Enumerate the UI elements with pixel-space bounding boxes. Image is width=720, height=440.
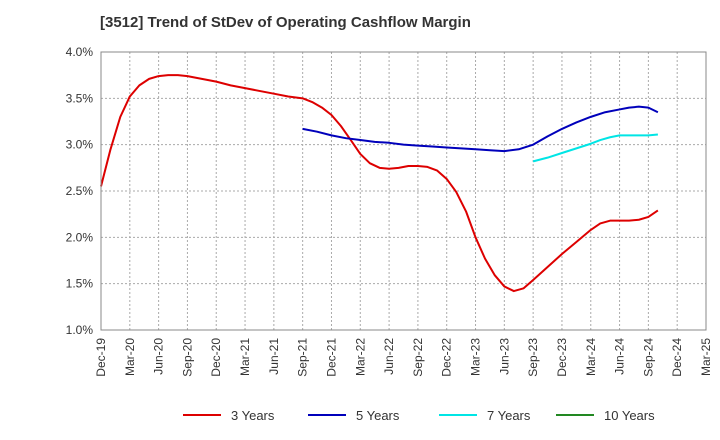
legend-swatch — [308, 414, 346, 416]
grid — [100, 51, 707, 331]
y-tick-label: 4.0% — [66, 45, 94, 59]
x-tick-label: Sep-21 — [296, 338, 310, 377]
series-layer — [100, 74, 659, 293]
x-tick-label: Sep-22 — [411, 338, 425, 377]
x-tick-label: Mar-20 — [123, 338, 137, 376]
x-tick-label: Mar-21 — [238, 338, 252, 376]
y-tick-label: 1.0% — [66, 323, 94, 337]
legend: 3 Years 5 Years 7 Years 10 Years — [0, 404, 720, 426]
x-tick-label: Mar-23 — [469, 338, 483, 376]
legend-item-5-years: 5 Years — [308, 404, 399, 426]
x-tick-label: Dec-23 — [555, 338, 569, 377]
x-tick-label: Jun-22 — [382, 338, 396, 375]
x-tick-label: Dec-20 — [209, 338, 223, 377]
x-tick-label: Dec-22 — [440, 338, 454, 377]
legend-item-3-years: 3 Years — [183, 404, 274, 426]
x-tick-label: Dec-21 — [324, 338, 338, 377]
legend-swatch — [183, 414, 221, 416]
x-tick-label: Sep-20 — [180, 338, 194, 377]
x-tick-label: Mar-25 — [699, 338, 713, 376]
x-tick-label: Mar-24 — [584, 338, 598, 376]
series-line-7-years — [532, 133, 658, 163]
chart-title: [3512] Trend of StDev of Operating Cashf… — [100, 14, 471, 31]
legend-swatch — [439, 414, 477, 416]
x-tick-label: Sep-23 — [526, 338, 540, 377]
y-tick-label: 3.5% — [66, 91, 94, 105]
x-tick-label: Mar-22 — [353, 338, 367, 376]
x-tick-label: Dec-19 — [94, 338, 108, 377]
x-tick-label: Jun-21 — [267, 338, 281, 375]
y-tick-label: 1.5% — [66, 277, 94, 291]
y-tick-label: 2.5% — [66, 184, 94, 198]
y-tick-label: 3.0% — [66, 138, 94, 152]
x-tick-label: Jun-20 — [152, 338, 166, 375]
legend-item-10-years: 10 Years — [556, 404, 655, 426]
x-tick-label: Jun-24 — [613, 338, 627, 375]
legend-label: 7 Years — [487, 407, 531, 423]
series-line-5-years — [302, 105, 659, 153]
axes: Dec-19 Mar-20 Jun-20 Sep-20 Dec-20 Mar-21 Jun-… — [66, 45, 713, 377]
legend-label: 3 Years — [231, 407, 275, 423]
legend-label: 5 Years — [356, 407, 400, 423]
legend-item-7-years: 7 Years — [439, 404, 530, 426]
y-tick-label: 2.0% — [66, 230, 94, 244]
legend-label: 10 Years — [604, 407, 655, 423]
x-tick-label: Sep-24 — [641, 338, 655, 377]
plot-frame — [100, 51, 707, 331]
x-tick-label: Dec-24 — [670, 338, 684, 377]
x-tick-label: Jun-23 — [497, 338, 511, 375]
legend-swatch — [556, 414, 594, 416]
series-line-3-years — [100, 74, 659, 293]
